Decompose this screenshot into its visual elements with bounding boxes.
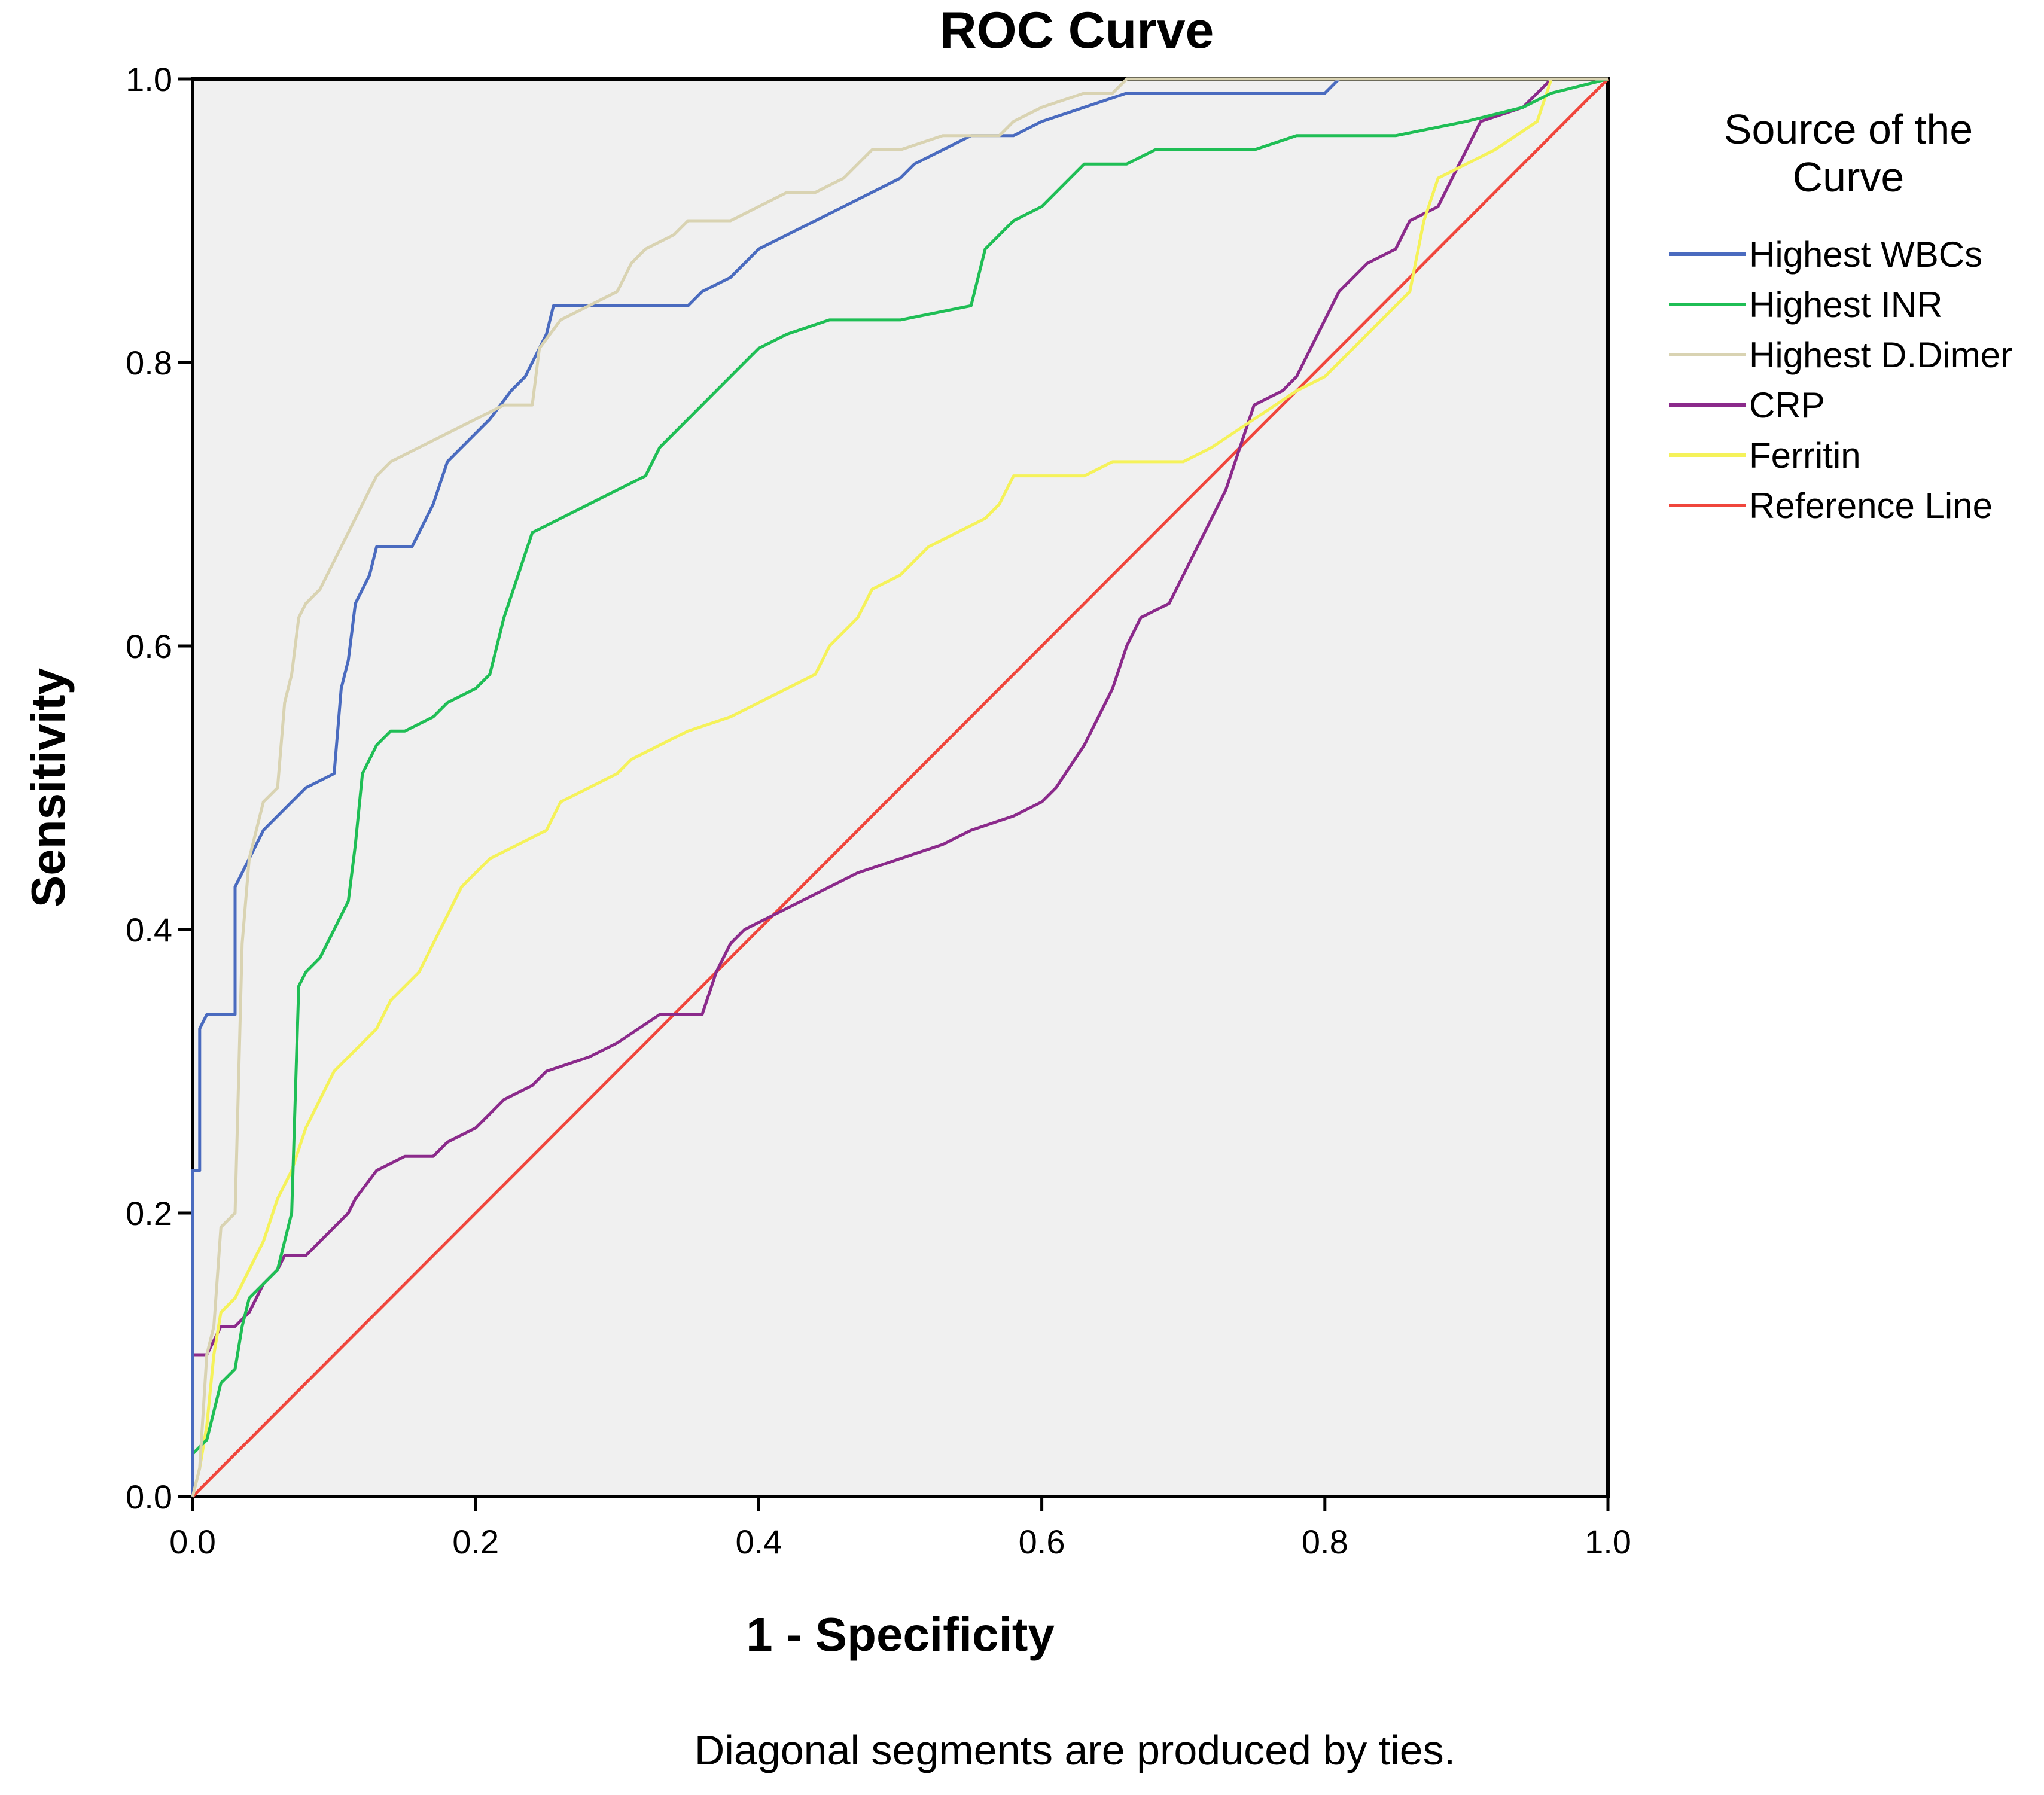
y-tick-label: 0.6 xyxy=(126,627,172,665)
series-line-reference-line xyxy=(191,78,1609,1498)
y-axis-ticks: 0.0 0.2 0.4 0.6 0.8 1.0 xyxy=(126,60,193,1516)
legend-label-crp: CRP xyxy=(1749,385,1825,425)
y-tick-label: 0.8 xyxy=(126,344,172,382)
legend-label-reference-line: Reference Line xyxy=(1749,486,1993,526)
legend-title-line1: Source of the xyxy=(1724,106,1973,153)
y-tick-label: 0.0 xyxy=(126,1478,172,1516)
x-axis-ticks: 0.0 0.2 0.4 0.6 0.8 1.0 xyxy=(169,1497,1631,1561)
roc-series xyxy=(191,77,1609,1498)
x-tick-label: 0.8 xyxy=(1302,1523,1348,1561)
series-line-highest-inr xyxy=(191,77,1609,1497)
series-line-highest-d-dimer xyxy=(191,77,1608,1497)
legend-title-line2: Curve xyxy=(1793,154,1905,200)
legend-label-highest-wbcs: Highest WBCs xyxy=(1749,234,1982,275)
legend-label-highest-inr: Highest INR xyxy=(1749,285,1942,325)
y-tick-label: 0.4 xyxy=(126,911,172,949)
x-tick-label: 0.4 xyxy=(735,1523,782,1561)
footnote: Diagonal segments are produced by ties. xyxy=(694,1727,1455,1773)
legend-label-ferritin: Ferritin xyxy=(1749,435,1861,476)
x-tick-label: 0.6 xyxy=(1019,1523,1065,1561)
series-line-crp xyxy=(191,77,1608,1497)
legend: Highest WBCs Highest INR Highest D.Dimer CR… xyxy=(1669,234,2012,526)
x-tick-label: 0.0 xyxy=(169,1523,216,1561)
x-tick-label: 0.2 xyxy=(452,1523,499,1561)
chart-title: ROC Curve xyxy=(940,2,1214,59)
series-line-highest-wbcs xyxy=(191,77,1608,1497)
x-tick-label: 1.0 xyxy=(1585,1523,1631,1561)
x-axis-label: 1 - Specificity xyxy=(746,1608,1055,1661)
y-tick-label: 0.2 xyxy=(126,1194,172,1232)
y-axis-label: Sensitivity xyxy=(22,668,75,907)
y-tick-label: 1.0 xyxy=(126,60,172,98)
series-line-ferritin xyxy=(191,77,1608,1497)
legend-label-highest-d-dimer: Highest D.Dimer xyxy=(1749,335,2012,375)
